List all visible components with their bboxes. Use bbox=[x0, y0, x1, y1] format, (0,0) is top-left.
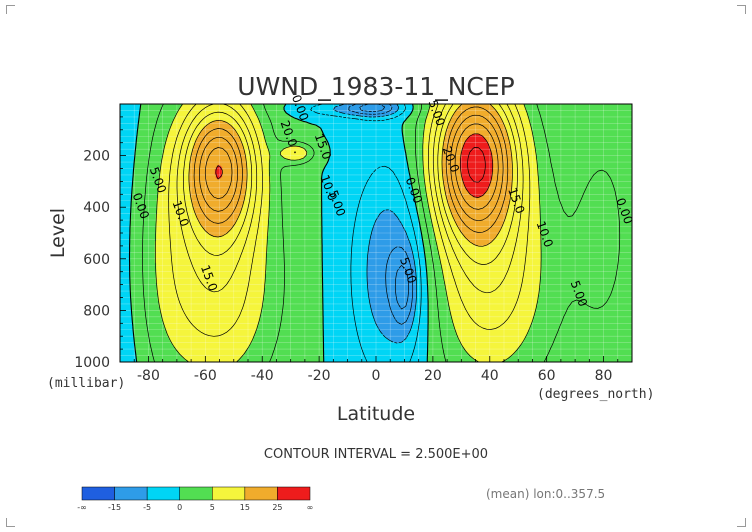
contour-line bbox=[128, 104, 429, 362]
y-tick-label: 1000 bbox=[74, 355, 110, 371]
contour-line bbox=[348, 104, 414, 325]
contour-line bbox=[332, 104, 417, 344]
contour-line bbox=[215, 133, 494, 198]
x-tick-label: 40 bbox=[481, 368, 499, 384]
grid-lines bbox=[120, 104, 632, 362]
contour-line bbox=[183, 104, 518, 265]
contour-line bbox=[176, 104, 524, 294]
x-tick-label: -40 bbox=[251, 368, 274, 384]
x-tick-label: 60 bbox=[538, 368, 556, 384]
contour-line bbox=[199, 114, 504, 222]
y-tick-label: 400 bbox=[83, 200, 110, 216]
contour-interval: CONTOUR INTERVAL = 2.500E+00 bbox=[264, 447, 488, 462]
colorbar-swatch bbox=[277, 486, 311, 501]
colorbar-label: 5 bbox=[210, 503, 215, 512]
colorbar-swatch bbox=[114, 486, 148, 501]
plot-area bbox=[120, 104, 632, 362]
contour-line bbox=[204, 123, 499, 210]
x-tick-label: 0 bbox=[372, 368, 381, 384]
colorbar-label: 15 bbox=[240, 503, 250, 512]
colorbar-swatch bbox=[81, 486, 115, 501]
colorbar-label: -5 bbox=[143, 503, 151, 512]
colorbar-label: -∞ bbox=[77, 503, 87, 512]
colorbar-swatch bbox=[212, 486, 246, 501]
corner-mark-tr bbox=[737, 5, 746, 14]
chart-title: UWND_1983-11_NCEP bbox=[237, 72, 514, 101]
contour-line bbox=[310, 104, 422, 362]
y-axis-label: Level bbox=[47, 208, 69, 258]
contour-lines bbox=[128, 104, 621, 362]
colorbar-label: 25 bbox=[272, 503, 282, 512]
corner-mark-bl bbox=[6, 518, 15, 527]
y-tick-label: 200 bbox=[83, 149, 110, 165]
contour-line bbox=[467, 147, 486, 183]
x-axis-units: (degrees_north) bbox=[537, 387, 654, 402]
colorbar-swatch bbox=[179, 486, 213, 501]
contour-line bbox=[193, 106, 509, 233]
colorbar-label: 0 bbox=[177, 503, 182, 512]
x-tick-label: -60 bbox=[194, 368, 217, 384]
x-tick-label: 20 bbox=[424, 368, 442, 384]
colorbar-swatch bbox=[244, 486, 278, 501]
x-tick-label: -80 bbox=[137, 368, 160, 384]
x-tick-label: -20 bbox=[308, 368, 331, 384]
x-axis: -80 -60 -40 -20 0 20 40 60 80 bbox=[119, 356, 633, 384]
x-tick-label: 80 bbox=[595, 368, 613, 384]
contour-line bbox=[188, 104, 513, 247]
colorbar-label: ∞ bbox=[307, 503, 314, 512]
corner-mark-tl bbox=[6, 5, 15, 14]
contour-line bbox=[155, 104, 542, 362]
y-axis-units: (millibar) bbox=[47, 376, 125, 391]
colorbar: -∞ -15 -5 0 5 15 25 ∞ bbox=[77, 486, 314, 512]
contour-line bbox=[168, 104, 531, 337]
corner-mark-br bbox=[737, 518, 746, 527]
colorbar-label: -15 bbox=[108, 503, 121, 512]
y-tick-label: 600 bbox=[83, 252, 110, 268]
y-axis: 200 400 600 800 1000 bbox=[74, 103, 126, 371]
colorbar-swatch bbox=[146, 486, 180, 501]
contour-line bbox=[142, 104, 621, 362]
contour-line bbox=[359, 104, 409, 310]
y-tick-label: 800 bbox=[83, 303, 110, 319]
x-axis-label: Latitude bbox=[337, 403, 415, 425]
footnote: (mean) lon:0..357.5 bbox=[486, 487, 605, 501]
